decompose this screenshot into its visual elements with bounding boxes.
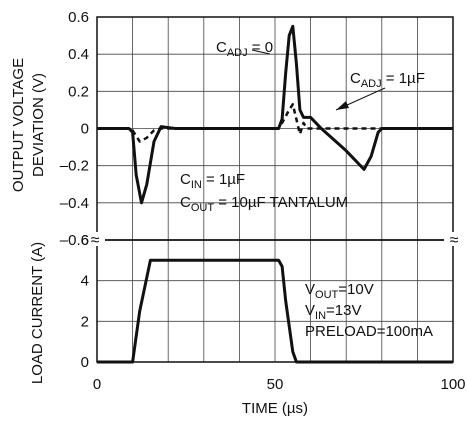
- y-tick-label: 0: [81, 121, 89, 138]
- output-voltage-series-0-line: [97, 24, 453, 205]
- x-tick-labels: 0 50 100: [93, 376, 466, 393]
- y-tick-label: 2: [81, 313, 89, 330]
- cadj-zero-label: CADJ = 0: [216, 39, 273, 59]
- y-tick-label: 0: [81, 354, 89, 371]
- lower-panel-grid: [96, 239, 454, 363]
- lower-series: [97, 258, 453, 364]
- axis-break-left: ≈: [85, 232, 105, 249]
- y-tick-label: –0.6: [60, 232, 89, 249]
- cadj-1uf-arrowhead: [336, 101, 349, 110]
- x-axis-title: TIME (µs): [242, 400, 308, 417]
- cadj-1uf-label: CADJ = 1µF: [350, 70, 425, 90]
- x-tick-label: 100: [440, 376, 465, 393]
- upper-y-axis-title-line2: DEVIATION (V): [30, 73, 47, 177]
- cout-label: COUT = 10µF TANTALUM: [180, 194, 348, 214]
- vout-label: VOUT=10V: [305, 281, 374, 301]
- lower-y-tick-labels: 6 4 2 0: [81, 232, 89, 371]
- upper-y-tick-labels: 0.6 0.4 0.2 0 –0.2 –0.4 –0.6: [60, 9, 89, 249]
- axis-break-left-symbol: ≈: [91, 232, 100, 249]
- vin-label: VIN=13V: [305, 302, 361, 322]
- cin-label: CIN = 1µF: [180, 171, 245, 191]
- upper-y-axis-title-line1: OUTPUT VOLTAGE: [10, 58, 27, 192]
- preload-label: PRELOAD=100mA: [305, 323, 433, 340]
- lower-panel-frame: [96, 239, 454, 363]
- lower-y-axis-title: LOAD CURRENT (A): [29, 242, 46, 384]
- upper-series: [97, 24, 453, 205]
- load-current-series-0-line: [97, 258, 453, 364]
- x-tick-label: 0: [93, 376, 101, 393]
- axis-break-right: ≈: [444, 232, 464, 249]
- x-tick-label: 50: [267, 376, 284, 393]
- y-tick-label: 0.4: [68, 46, 89, 63]
- y-tick-label: –0.4: [60, 195, 89, 212]
- y-tick-label: –0.2: [60, 158, 89, 175]
- y-tick-label: 4: [81, 273, 89, 290]
- y-tick-label: 6: [81, 232, 89, 249]
- y-tick-label: 0.6: [68, 9, 89, 26]
- axis-break-right-symbol: ≈: [450, 232, 459, 249]
- y-tick-label: 0.2: [68, 83, 89, 100]
- cadj-zero-leader: [251, 49, 271, 55]
